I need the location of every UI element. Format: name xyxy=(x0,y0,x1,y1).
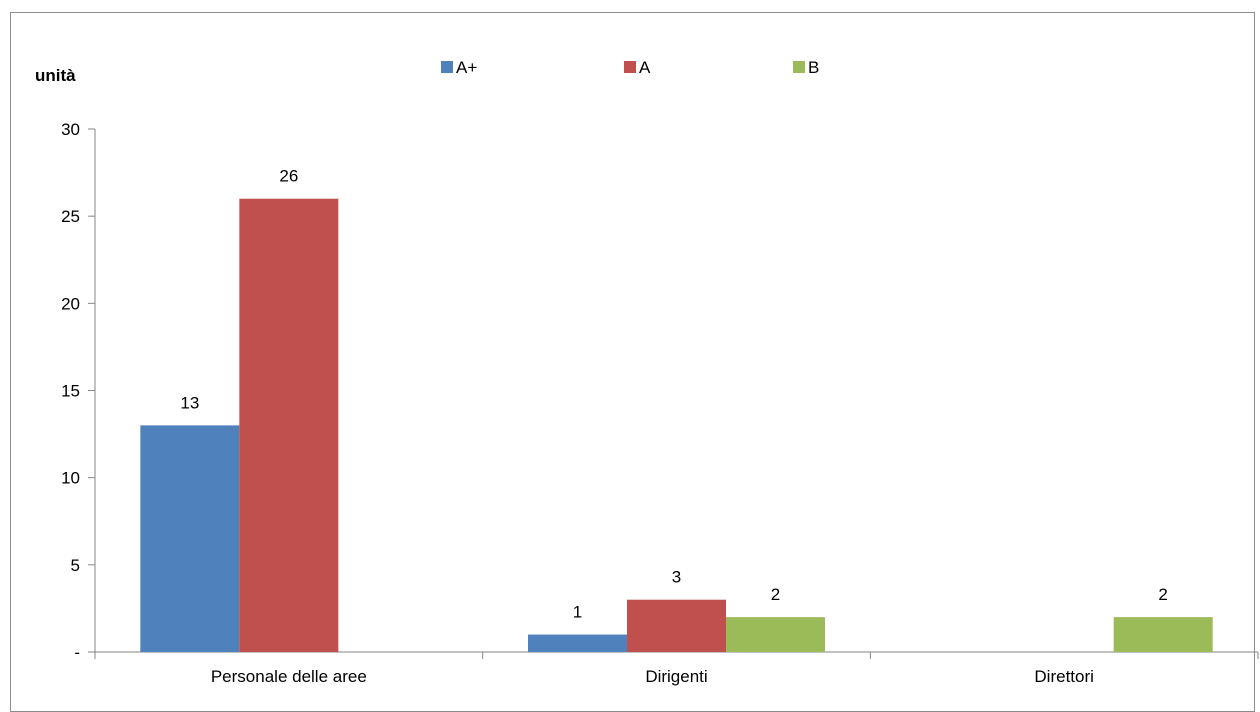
legend-swatch xyxy=(441,61,453,73)
y-tick-label: 20 xyxy=(61,294,80,313)
bar-A+ xyxy=(140,425,240,652)
bar-A xyxy=(627,599,726,652)
data-label: 2 xyxy=(771,585,780,604)
bar-A xyxy=(239,198,339,652)
x-category-label: Personale delle aree xyxy=(211,667,367,686)
x-category-label: Dirigenti xyxy=(645,667,707,686)
y-axis: - 5 10 15 20 25 30 xyxy=(61,120,96,662)
bar-B xyxy=(726,617,825,652)
data-label: 1 xyxy=(573,603,582,622)
bars xyxy=(140,198,1213,652)
legend-label: A+ xyxy=(456,58,477,77)
bar-A+ xyxy=(528,634,627,652)
legend: A+ A B xyxy=(441,58,819,77)
data-label: 26 xyxy=(279,167,298,186)
y-tick-label: 25 xyxy=(61,207,80,226)
data-label: 3 xyxy=(672,568,681,587)
y-tick-label: 10 xyxy=(61,469,80,488)
legend-label: B xyxy=(808,58,819,77)
legend-swatch xyxy=(624,61,636,73)
data-label: 2 xyxy=(1158,585,1167,604)
y-axis-label: unità xyxy=(35,66,76,85)
y-tick-label: - xyxy=(74,643,80,662)
y-tick-label: 30 xyxy=(61,120,80,139)
y-tick-label: 5 xyxy=(71,556,80,575)
legend-swatch xyxy=(793,61,805,73)
x-category-label: Direttori xyxy=(1034,667,1094,686)
bar-B xyxy=(1113,617,1213,652)
data-label: 13 xyxy=(180,393,199,412)
y-tick-label: 15 xyxy=(61,382,80,401)
legend-label: A xyxy=(639,58,651,77)
x-axis: Personale delle aree Dirigenti Direttori xyxy=(94,651,1259,686)
